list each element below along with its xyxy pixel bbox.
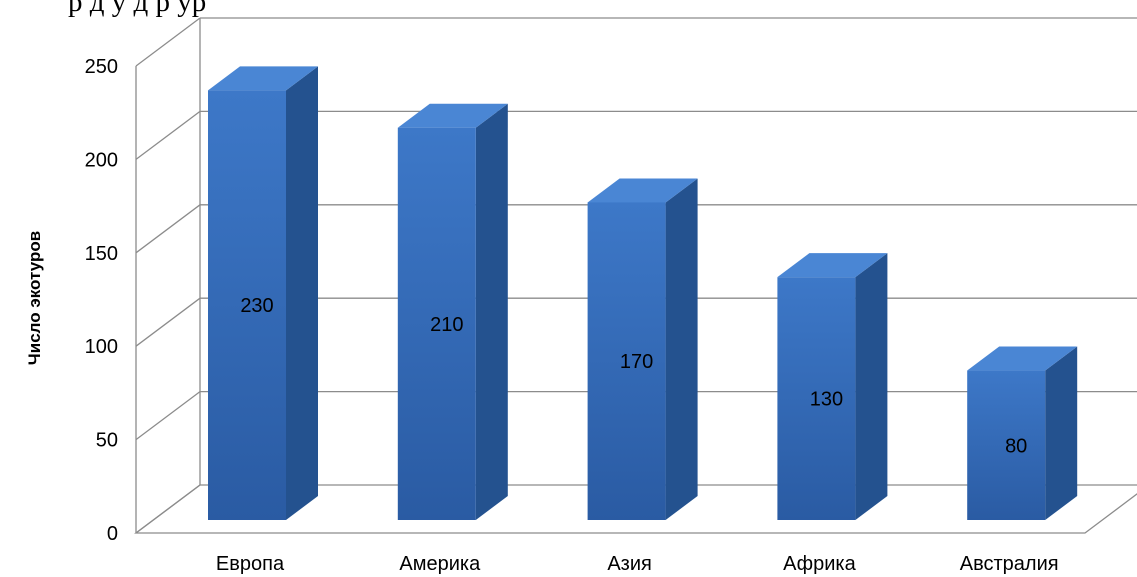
bars: 230 210 170 130 80 (208, 66, 1078, 521)
bar-side-face (1045, 346, 1078, 520)
x-tick-label: Америка (399, 553, 481, 575)
bar-side-face (286, 66, 318, 521)
x-tick-label: Европа (216, 553, 285, 575)
gridline-side (135, 110, 201, 160)
bar-top-face (208, 66, 318, 91)
bar-side-face (665, 178, 698, 520)
data-label: 80 (1005, 435, 1027, 457)
x-tick-label: Африка (783, 553, 857, 575)
y-tick-label: 150 (85, 243, 118, 265)
bar-front-face (397, 127, 476, 520)
bar-front-face (587, 202, 666, 520)
data-label: 170 (620, 351, 653, 373)
data-label: 130 (810, 389, 843, 411)
gridlines (135, 17, 1137, 534)
gridline-side (135, 17, 201, 67)
gridline-side (135, 204, 201, 254)
x-tick-label: Азия (607, 553, 652, 575)
bar: 80 (967, 346, 1078, 520)
bar: 230 (208, 66, 318, 521)
bar-top-face (587, 178, 698, 203)
gridline-side (135, 391, 201, 441)
bar-front-face (777, 277, 856, 520)
bar: 130 (777, 253, 888, 520)
x-tick-label: Австралия (960, 553, 1059, 575)
bar-top-face (397, 103, 508, 128)
data-label: 230 (240, 295, 273, 317)
y-tick-label: 250 (85, 56, 118, 78)
y-tick-label: 200 (85, 149, 118, 171)
gridline-side (135, 297, 201, 347)
data-label: 210 (430, 314, 463, 336)
bar-front-face (208, 90, 286, 521)
gridline-side (135, 484, 201, 534)
bar-top-face (777, 253, 888, 278)
page-title-fragment: р д у д р ур (68, 0, 207, 18)
bar-side-face (475, 103, 508, 520)
y-axis-ticks: 0 50 100 150 200 250 (85, 56, 118, 545)
y-tick-label: 50 (96, 430, 118, 452)
x-axis-labels: Европа Америка Азия Африка Австралия (216, 553, 1059, 575)
bar-side-face (855, 253, 888, 520)
bar-front-face (967, 370, 1046, 520)
bar: 210 (397, 103, 508, 520)
bar: 170 (587, 178, 698, 520)
bar-top-face (967, 346, 1078, 371)
y-axis-title: Число экотуров (25, 231, 44, 365)
y-tick-label: 0 (107, 523, 118, 545)
y-tick-label: 100 (85, 336, 118, 358)
